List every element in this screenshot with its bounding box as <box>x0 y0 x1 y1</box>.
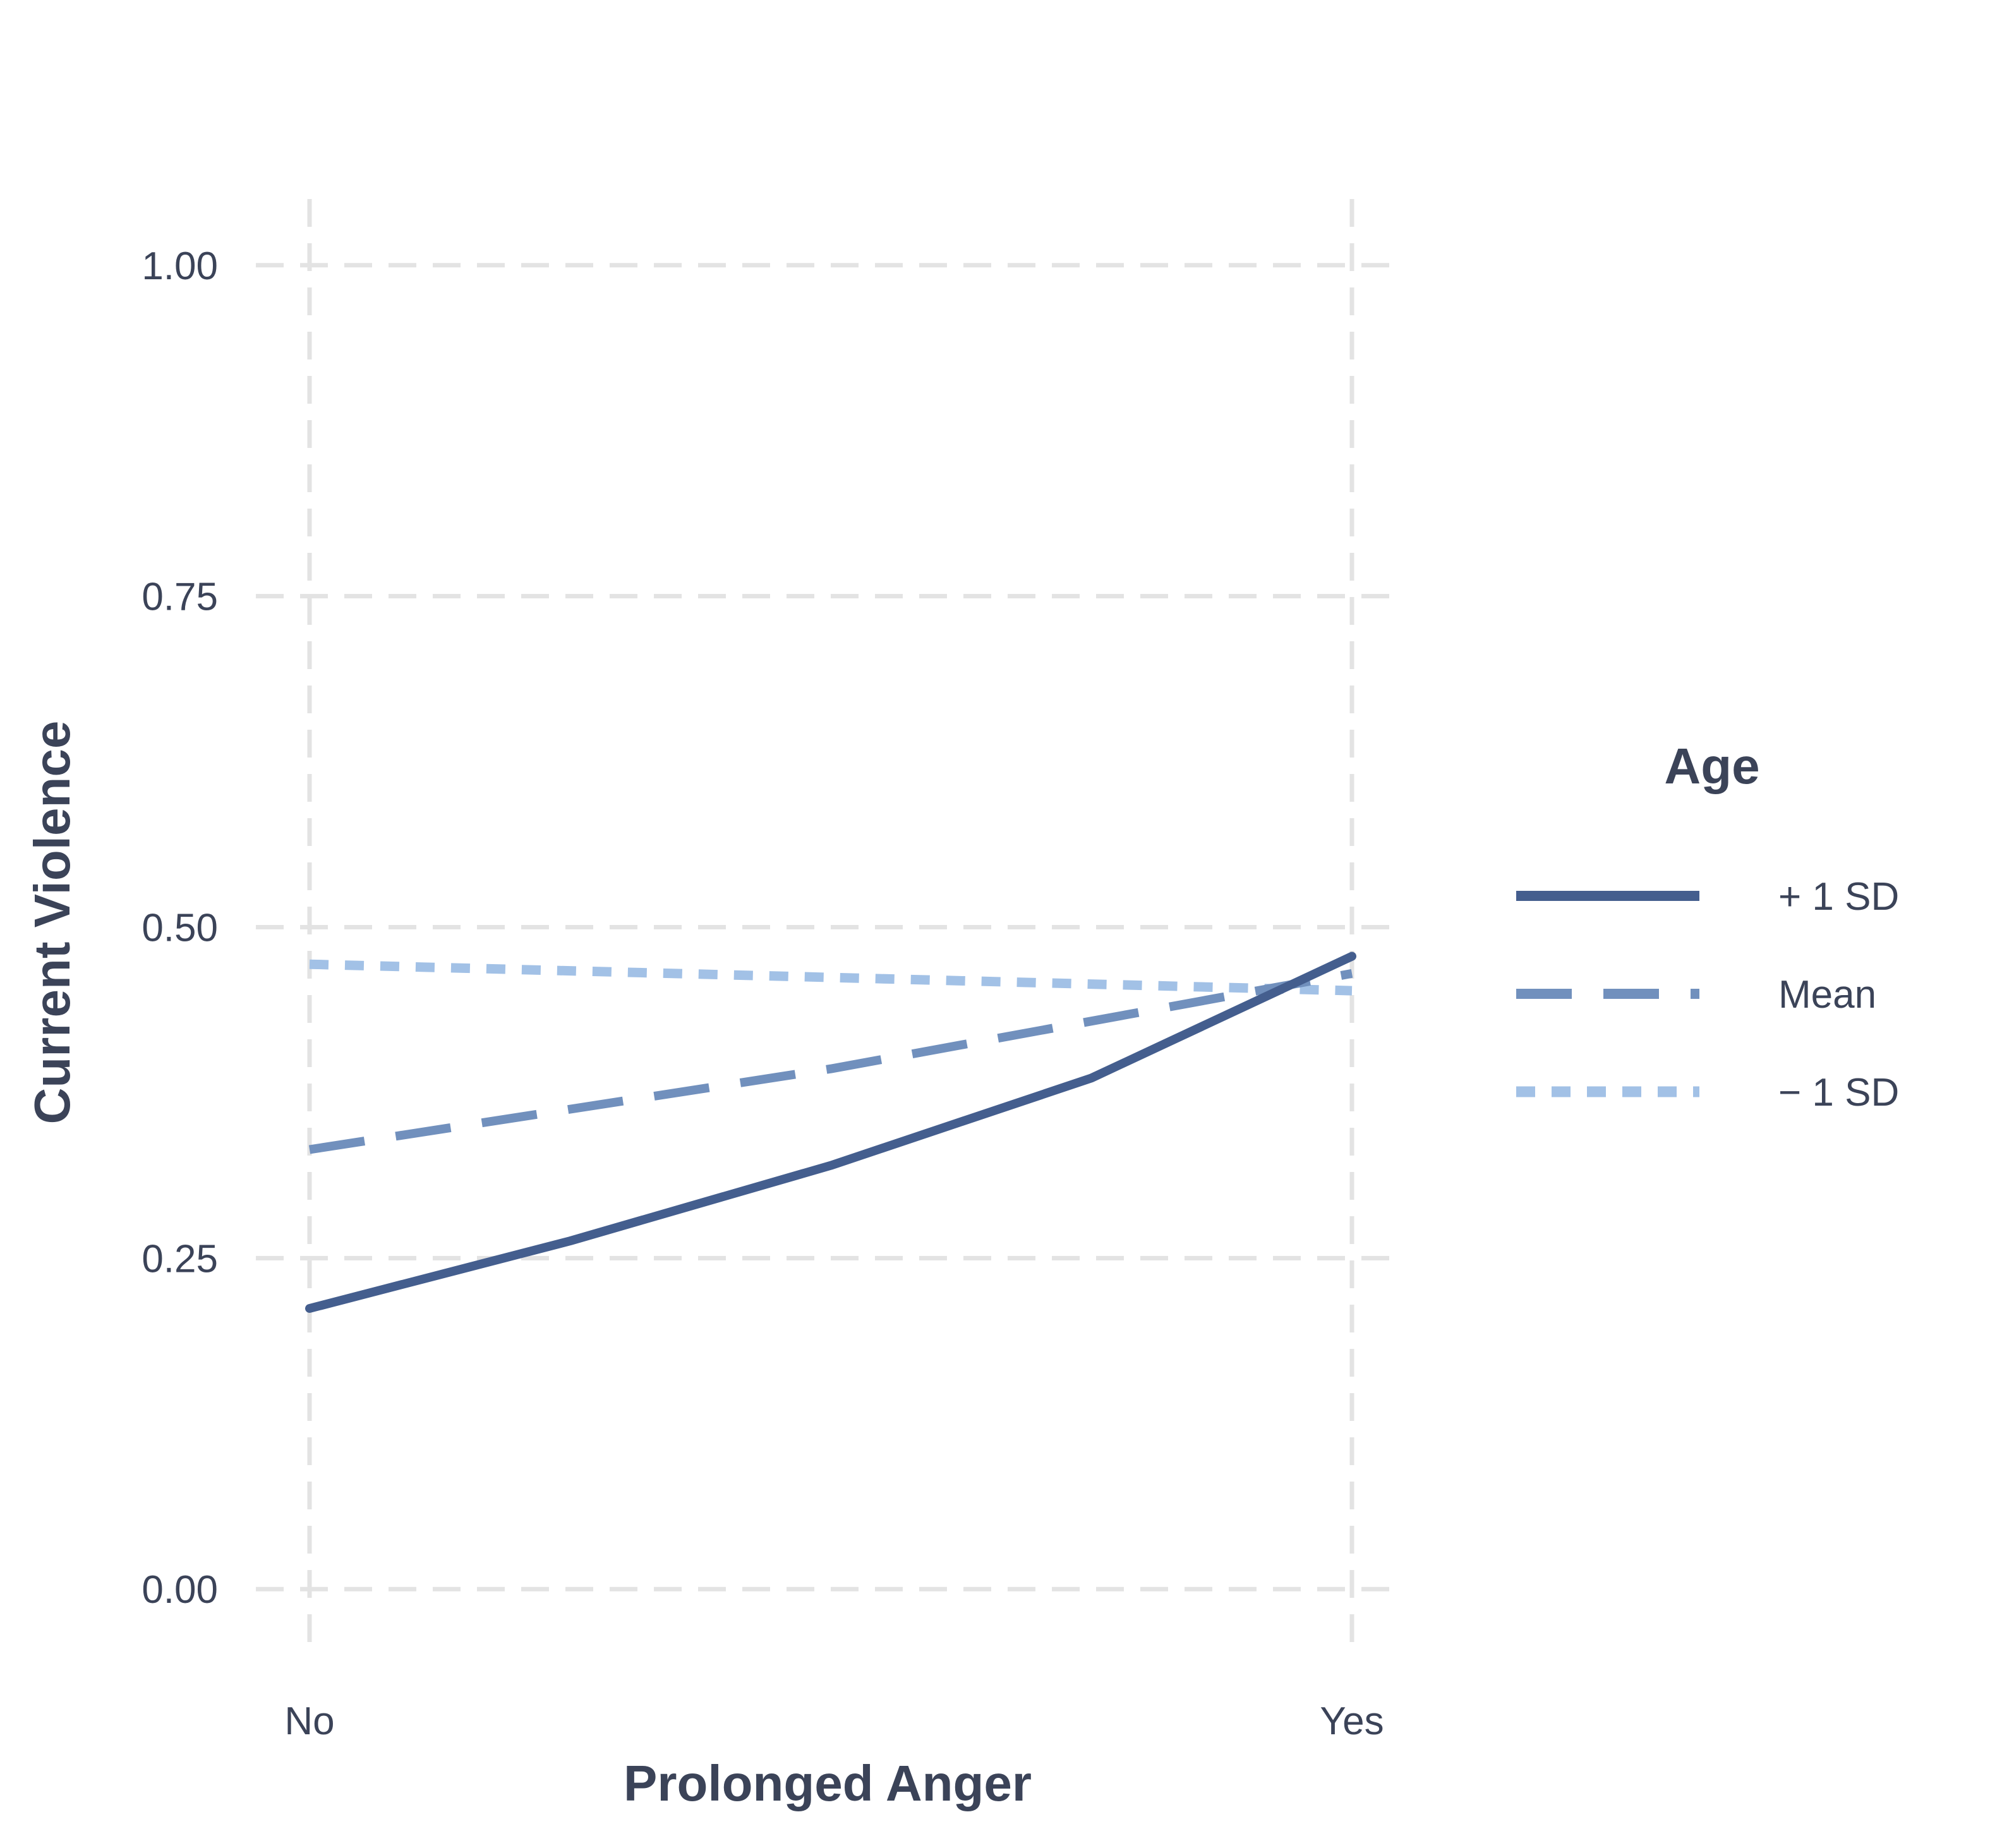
y-axis-title: Current Violence <box>24 721 80 1125</box>
series-line <box>305 951 1356 1313</box>
legend-title: Age <box>1664 738 1759 794</box>
x-axis-title: Prolonged Anger <box>624 1755 1032 1811</box>
x-tick-label: Yes <box>1320 1700 1384 1743</box>
y-tick-label: 0.75 <box>142 576 218 619</box>
legend-label: + 1 SD <box>1778 875 1899 919</box>
legend-item: − 1 SD <box>1516 1071 1899 1114</box>
y-tick-label: 0.50 <box>142 907 218 950</box>
y-tick-label: 0.25 <box>142 1237 218 1281</box>
legend-item: Mean <box>1516 973 1876 1017</box>
y-tick-labels: 0.00 0.25 0.50 0.75 1.00 <box>142 245 218 1612</box>
legend-item: + 1 SD <box>1516 875 1899 919</box>
y-gridlines <box>256 263 1406 1591</box>
x-tick-labels: No Yes <box>284 1700 1384 1743</box>
series-line <box>308 969 1353 1154</box>
legend-label: − 1 SD <box>1778 1071 1899 1114</box>
legend: Age + 1 SD Mean − 1 SD <box>1516 738 1899 1114</box>
y-tick-label: 0.00 <box>142 1568 218 1612</box>
legend-label: Mean <box>1778 973 1876 1017</box>
y-tick-label: 1.00 <box>142 245 218 288</box>
series-line <box>309 959 1353 996</box>
series-lines <box>305 951 1356 1313</box>
x-tick-label: No <box>284 1700 334 1743</box>
legend-items: + 1 SD Mean − 1 SD <box>1516 875 1899 1114</box>
